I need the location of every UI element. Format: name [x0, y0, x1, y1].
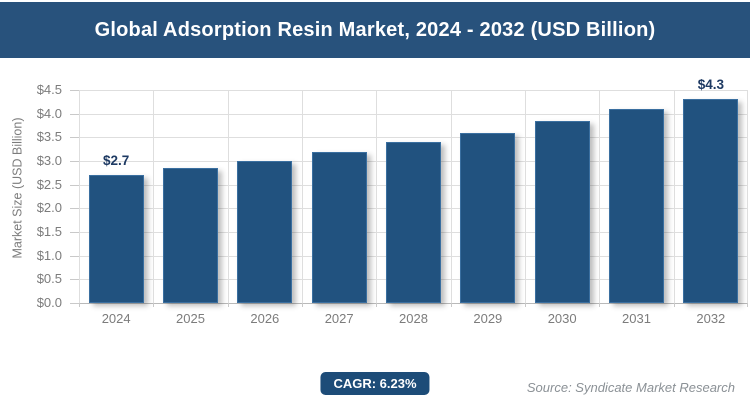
bar-value-label-2024: $2.7 — [103, 153, 130, 169]
gridline-vertical — [525, 90, 526, 303]
bar-2025 — [162, 168, 218, 303]
gridline-horizontal — [79, 113, 748, 115]
gridline-vertical — [376, 90, 378, 303]
y-axis-tick-mark — [70, 137, 79, 139]
y-axis-tick-mark — [70, 161, 79, 163]
chart-title: Global Adsorption Resin Market, 2024 - 2… — [94, 18, 656, 41]
x-tick-label-2029: 2029 — [473, 311, 503, 326]
y-axis-tick-mark — [70, 208, 79, 210]
y-tick-label: $2.5 — [36, 176, 62, 192]
y-axis-tick-labels: $0.0 $0.5 $1.0 $1.5 $2.0 $2.5 $3.0 $3.5 $4.0 $4.5 — [0, 0, 66, 417]
gridline-horizontal — [79, 137, 748, 139]
x-axis-tick-mark — [153, 303, 155, 307]
gridline-vertical — [450, 90, 452, 303]
y-tick-label: $0.0 — [36, 295, 62, 310]
bar-2026 — [237, 161, 293, 303]
y-tick-label: $4.0 — [36, 105, 62, 121]
gridline-vertical — [227, 90, 229, 303]
plot-area: $2.7 $4.3 — [70, 77, 748, 307]
bar-2030 — [534, 120, 590, 303]
y-axis-line — [79, 90, 80, 303]
y-tick-label: $1.0 — [36, 247, 62, 263]
x-tick-label-2024: 2024 — [101, 311, 131, 326]
chart-title-banner: Global Adsorption Resin Market, 2024 - 2… — [0, 2, 750, 58]
x-tick-label-2031: 2031 — [622, 311, 651, 326]
x-tick-label-2027: 2027 — [324, 311, 354, 326]
gridline-vertical — [747, 90, 748, 303]
y-axis-tick-mark — [70, 232, 79, 234]
x-axis-tick-mark — [302, 303, 303, 307]
y-axis-tick-mark — [70, 255, 79, 257]
bar-2029 — [460, 132, 516, 303]
x-axis-tick-mark — [450, 303, 452, 307]
bar-2031 — [609, 108, 664, 303]
bar-2028 — [386, 142, 441, 303]
x-tick-label-2030: 2030 — [547, 311, 577, 326]
gridline-horizontal — [79, 90, 748, 91]
y-axis-tick-mark — [70, 90, 79, 91]
bar-value-label-2032: $4.3 — [697, 77, 724, 93]
y-axis-tick-mark — [70, 279, 79, 281]
y-tick-label: $3.0 — [36, 153, 62, 168]
x-tick-label-2032: 2032 — [696, 311, 726, 326]
x-axis-tick-mark — [747, 303, 748, 307]
y-tick-label: $3.5 — [36, 129, 62, 145]
x-axis-tick-mark — [525, 303, 526, 307]
x-axis-tick-mark — [599, 303, 601, 307]
x-axis-tick-mark — [673, 303, 675, 307]
gridline-vertical — [673, 90, 675, 303]
x-axis-tick-mark — [376, 303, 378, 307]
x-tick-label-2028: 2028 — [399, 311, 428, 326]
y-axis-tick-mark — [70, 184, 79, 186]
bar-2032 — [683, 99, 739, 303]
x-tick-label-2026: 2026 — [250, 311, 280, 326]
bar-2027 — [311, 151, 367, 303]
gridline-vertical — [153, 90, 155, 303]
x-axis-tick-mark — [227, 303, 229, 307]
x-tick-label-2025: 2025 — [176, 311, 205, 326]
bar-2024 — [88, 175, 144, 303]
y-axis-tick-mark — [70, 303, 79, 304]
gridline-vertical — [599, 90, 601, 303]
y-tick-label: $1.5 — [36, 224, 62, 239]
gridline-vertical — [302, 90, 303, 303]
y-axis-tick-mark — [70, 113, 79, 115]
x-axis-tick-labels: 2024 2025 2026 2027 2028 2029 2030 2031 2032 — [79, 311, 748, 329]
cagr-badge: CAGR: 6.23% — [320, 372, 430, 395]
y-tick-label: $0.5 — [36, 271, 62, 287]
y-tick-label: $4.5 — [36, 82, 62, 97]
x-axis-tick-mark — [79, 303, 80, 307]
source-attribution: Source: Syndicate Market Research — [526, 380, 735, 395]
y-tick-label: $2.0 — [36, 200, 62, 216]
